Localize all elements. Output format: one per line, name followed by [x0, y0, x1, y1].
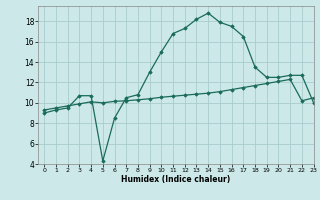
X-axis label: Humidex (Indice chaleur): Humidex (Indice chaleur) — [121, 175, 231, 184]
